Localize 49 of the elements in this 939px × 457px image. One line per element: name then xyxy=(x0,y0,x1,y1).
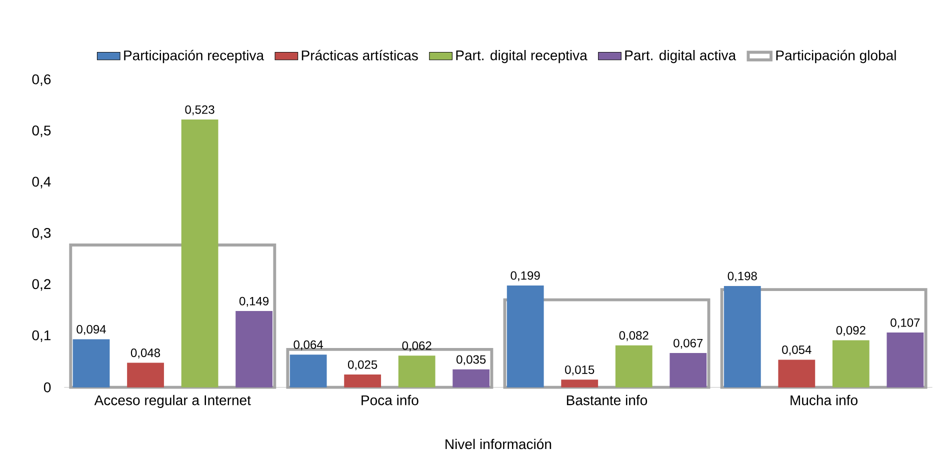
y-tick-label: 0,2 xyxy=(32,279,50,291)
y-tick-label: 0 xyxy=(44,382,51,392)
data-label: 0,198 xyxy=(728,272,757,282)
x-tick-label: Acceso regular a Internet xyxy=(94,395,251,408)
legend-label: Participación global xyxy=(776,50,896,64)
x-tick-label: Mucha info xyxy=(790,395,858,406)
data-label: 0,094 xyxy=(76,325,106,336)
x-tick-label: Poca info xyxy=(362,395,418,406)
bar xyxy=(615,345,652,388)
bar xyxy=(290,354,327,388)
bar xyxy=(127,362,164,388)
legend-label: Prácticas artísticas xyxy=(302,50,418,60)
y-tick-label: 0,1 xyxy=(32,330,51,342)
data-label: 0,107 xyxy=(890,318,920,328)
data-label: 0,062 xyxy=(402,341,432,352)
bar xyxy=(506,286,544,388)
data-label: 0,015 xyxy=(565,366,594,376)
data-label: 0,025 xyxy=(348,360,378,370)
bar xyxy=(398,356,436,388)
bar xyxy=(344,374,382,388)
data-label: 0,054 xyxy=(782,346,812,356)
legend-label: Part. digital receptiva xyxy=(456,50,588,64)
data-label: 0,048 xyxy=(130,348,160,359)
bar xyxy=(832,340,870,388)
data-label: 0,092 xyxy=(836,326,866,336)
bar xyxy=(724,286,761,388)
bar xyxy=(886,332,924,388)
bar xyxy=(452,370,490,388)
data-label: 0,067 xyxy=(674,338,703,349)
bar xyxy=(236,311,272,388)
data-label: 0,035 xyxy=(456,355,486,366)
x-axis-title: Nivel información xyxy=(446,438,552,450)
x-tick-label: Bastante info xyxy=(566,395,648,406)
legend-label: Participación receptiva xyxy=(124,50,264,64)
data-label: 0,523 xyxy=(185,105,214,116)
y-tick-label: 0,6 xyxy=(32,74,51,86)
legend-label: Part. digital activa xyxy=(625,50,736,64)
bar xyxy=(181,120,218,388)
bar xyxy=(72,339,110,388)
y-tick-label: 0,3 xyxy=(32,228,51,240)
y-tick-label: 0,5 xyxy=(32,126,51,138)
bar xyxy=(670,353,707,388)
data-label: 0,199 xyxy=(510,271,540,282)
data-label: 0,149 xyxy=(239,296,269,307)
bar xyxy=(778,360,816,388)
data-label: 0,064 xyxy=(294,340,323,350)
y-tick-label: 0,4 xyxy=(32,176,51,188)
bar xyxy=(561,380,598,388)
data-label: 0,082 xyxy=(619,331,648,342)
